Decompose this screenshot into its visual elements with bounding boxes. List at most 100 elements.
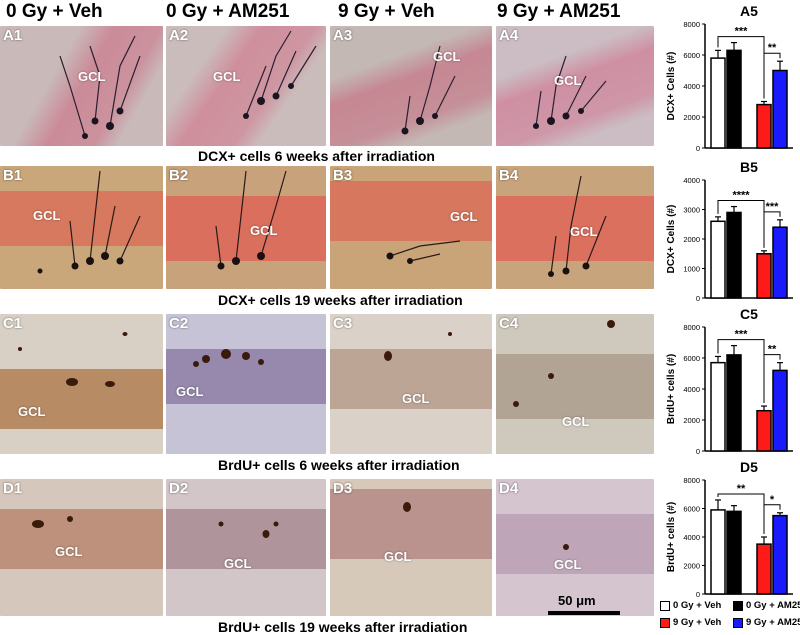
significance-label: **** <box>732 190 750 202</box>
legend-swatch-0gy-veh <box>660 601 670 611</box>
column-header-9gy-am251: 9 Gy + AM251 <box>497 1 621 22</box>
y-tick-label: 3000 <box>683 206 700 215</box>
y-tick-label: 2000 <box>683 562 700 571</box>
micrograph-b4: B4 GCL <box>496 166 654 289</box>
bar-2 <box>756 409 772 452</box>
significance-label: *** <box>735 329 749 341</box>
panel-label: D1 <box>3 480 23 497</box>
panel-label: A4 <box>499 27 519 44</box>
gcl-label: GCL <box>213 69 241 84</box>
row-c-caption: BrdU+ cells 6 weeks after irradiation <box>218 457 460 473</box>
y-tick-label: 2000 <box>683 416 700 425</box>
bar-chart-a5: A5 DCX+ Cells (#) 0 2000 4000 6000 8000 *** ** <box>660 0 800 153</box>
significance-label: *** <box>766 201 780 213</box>
gcl-label: GCL <box>33 208 61 223</box>
legend-label-0gy-veh: 0 Gy + Veh <box>673 600 722 611</box>
bar-0 <box>710 361 726 452</box>
legend-label-9gy-am251: 9 Gy + AM251 <box>746 617 800 628</box>
bar-chart-d5: D5 BrdU+ cells (#) 0 2000 4000 6000 8000 ** * <box>660 456 800 599</box>
panel-label: A2 <box>169 27 189 44</box>
micrograph-d3: D3 GCL <box>330 479 492 616</box>
bar-3 <box>772 226 788 299</box>
b3-neuron-overlay <box>386 240 461 264</box>
legend-label-9gy-veh: 9 Gy + Veh <box>673 617 722 628</box>
bar-1 <box>726 211 742 299</box>
y-tick-label: 6000 <box>683 354 700 363</box>
significance-label: * <box>770 494 775 506</box>
column-header-0gy-veh: 0 Gy + Veh <box>6 1 103 22</box>
y-tick-label: 2000 <box>683 113 700 122</box>
gcl-label: GCL <box>402 391 430 406</box>
bar-chart-c5: C5 BrdU+ cells (#) 0 2000 4000 6000 8000 *** ** <box>660 303 800 456</box>
bar-1 <box>726 510 742 595</box>
c2-cell-overlay <box>193 349 264 367</box>
significance-label: *** <box>735 26 749 38</box>
panel-label: B1 <box>3 167 23 184</box>
row-a-caption: DCX+ cells 6 weeks after irradiation <box>198 148 435 164</box>
bar-2 <box>756 253 772 299</box>
d4-cell-overlay <box>563 544 569 550</box>
scale-bar <box>548 611 620 615</box>
chart-title: A5 <box>740 3 758 19</box>
micrograph-d2: D2 GCL <box>166 479 326 616</box>
a2-neuron-overlay <box>243 30 317 119</box>
panel-label: D2 <box>169 480 189 497</box>
micrograph-d4: D4 GCL <box>496 479 654 616</box>
panel-label: B4 <box>499 167 519 184</box>
micrograph-d1: D1 GCL <box>0 479 163 616</box>
y-tick-label: 0 <box>696 447 700 455</box>
bar-1 <box>726 49 742 149</box>
y-tick-label: 1000 <box>683 265 700 274</box>
gcl-label: GCL <box>554 557 582 572</box>
gcl-label: GCL <box>176 384 204 399</box>
micrograph-c2: C2 GCL <box>166 314 326 454</box>
c1-cell-overlay <box>18 332 128 387</box>
y-tick-label: 2000 <box>683 235 700 244</box>
legend-label-0gy-am251: 0 Gy + AM251 <box>746 600 800 611</box>
y-tick-label: 0 <box>696 294 700 302</box>
significance-label: ** <box>768 42 777 54</box>
gcl-label: GCL <box>554 73 582 88</box>
chart-title: C5 <box>740 306 758 322</box>
panel-label: C2 <box>169 315 189 332</box>
gcl-label: GCL <box>570 224 598 239</box>
row-b-caption: DCX+ cells 19 weeks after irradiation <box>218 292 463 308</box>
micrograph-a1: A1 GCL <box>0 26 163 146</box>
legend-swatch-0gy-am251 <box>733 601 743 611</box>
gcl-label: GCL <box>450 209 478 224</box>
panel-label: C1 <box>3 315 23 332</box>
b4-neuron-overlay <box>548 175 607 277</box>
panel-label: B3 <box>333 167 353 184</box>
y-tick-label: 8000 <box>683 20 700 29</box>
c4-cell-overlay <box>513 320 615 407</box>
significance-label: ** <box>768 344 777 356</box>
panel-label: C3 <box>333 315 353 332</box>
legend: 0 Gy + Veh 0 Gy + AM251 9 Gy + Veh 9 Gy … <box>659 598 800 634</box>
bar-0 <box>710 57 726 149</box>
panel-label: C4 <box>499 315 519 332</box>
micrograph-c3: C3 GCL <box>330 314 492 454</box>
y-tick-label: 8000 <box>683 323 700 332</box>
legend-swatch-9gy-veh <box>660 618 670 628</box>
b2-neuron-overlay <box>215 170 287 270</box>
micrograph-b2: B2 GCL <box>166 166 326 289</box>
significance-bracket <box>763 52 781 99</box>
c3-cell-overlay <box>384 332 452 361</box>
panel-label: D4 <box>499 480 519 497</box>
bar-3 <box>772 369 788 452</box>
y-tick-label: 4000 <box>683 176 700 185</box>
scale-bar-label: 50 μm <box>558 593 596 608</box>
d1-cell-overlay <box>32 516 73 528</box>
gcl-label: GCL <box>433 49 461 64</box>
bar-2 <box>756 103 772 149</box>
micrograph-b3: B3 GCL <box>330 166 492 289</box>
d3-cell-overlay <box>403 502 411 512</box>
y-tick-label: 0 <box>696 144 700 152</box>
column-header-0gy-am251: 0 Gy + AM251 <box>166 1 290 22</box>
gcl-label: GCL <box>224 556 252 571</box>
significance-label: ** <box>737 483 746 495</box>
a3-neuron-overlay <box>401 45 456 135</box>
a4-neuron-overlay <box>533 55 607 129</box>
